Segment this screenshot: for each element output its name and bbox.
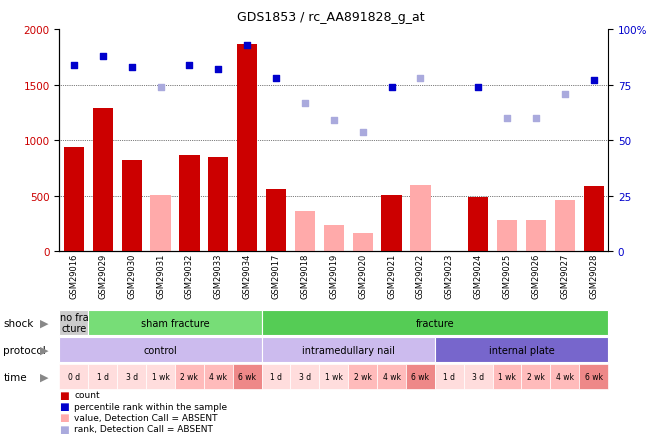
Text: ■: ■	[59, 401, 69, 411]
Text: 1 wk: 1 wk	[151, 372, 169, 381]
Bar	[266, 190, 286, 252]
Text: internal plate: internal plate	[488, 345, 555, 355]
Text: ■: ■	[59, 413, 69, 422]
Text: 6 wk: 6 wk	[411, 372, 430, 381]
Point	[386, 85, 397, 92]
Text: 4 wk: 4 wk	[556, 372, 574, 381]
Text: control: control	[143, 345, 177, 355]
Bar	[151, 195, 171, 252]
Bar	[324, 225, 344, 252]
Text: sham fracture: sham fracture	[141, 318, 210, 328]
Text: 1 wk: 1 wk	[498, 372, 516, 381]
Text: 2 wk: 2 wk	[527, 372, 545, 381]
Text: 6 wk: 6 wk	[238, 372, 256, 381]
Bar	[555, 201, 575, 252]
Text: count: count	[74, 391, 100, 399]
Text: no fra
cture: no fra cture	[59, 312, 88, 334]
Point	[588, 78, 599, 85]
Text: rank, Detection Call = ABSENT: rank, Detection Call = ABSENT	[74, 424, 213, 433]
Point	[213, 67, 223, 74]
Bar	[468, 197, 488, 252]
Bar	[381, 195, 402, 252]
Text: 3 d: 3 d	[299, 372, 311, 381]
Point	[155, 85, 166, 92]
Bar	[497, 221, 517, 252]
Bar	[526, 221, 546, 252]
Point	[69, 62, 79, 69]
Bar	[352, 233, 373, 252]
Text: 1 wk: 1 wk	[325, 372, 343, 381]
Bar	[122, 161, 141, 252]
Bar	[93, 109, 113, 252]
Text: 1 d: 1 d	[97, 372, 109, 381]
Point	[271, 76, 282, 82]
Text: 1 d: 1 d	[270, 372, 282, 381]
Point	[98, 53, 108, 60]
Text: ▶: ▶	[40, 318, 48, 328]
Bar	[208, 158, 229, 252]
Text: protocol: protocol	[3, 345, 46, 355]
Point	[358, 129, 368, 136]
Point	[242, 43, 253, 49]
Text: 1 d: 1 d	[444, 372, 455, 381]
Text: 4 wk: 4 wk	[210, 372, 227, 381]
Text: fracture: fracture	[416, 318, 454, 328]
Point	[531, 115, 541, 122]
Text: ▶: ▶	[40, 372, 48, 381]
Text: GDS1853 / rc_AA891828_g_at: GDS1853 / rc_AA891828_g_at	[237, 11, 424, 24]
Point	[184, 62, 195, 69]
Text: time: time	[3, 372, 27, 381]
Text: 2 wk: 2 wk	[354, 372, 371, 381]
Point	[329, 118, 339, 125]
Bar	[237, 45, 257, 252]
Point	[126, 65, 137, 72]
Bar	[410, 185, 430, 252]
Bar	[295, 212, 315, 252]
Text: 3 d: 3 d	[126, 372, 137, 381]
Text: percentile rank within the sample: percentile rank within the sample	[74, 402, 227, 411]
Text: 3 d: 3 d	[472, 372, 485, 381]
Text: ■: ■	[59, 424, 69, 434]
Point	[559, 91, 570, 98]
Point	[473, 85, 483, 92]
Text: 2 wk: 2 wk	[180, 372, 198, 381]
Text: ■: ■	[59, 390, 69, 400]
Text: intramedullary nail: intramedullary nail	[302, 345, 395, 355]
Text: 6 wk: 6 wk	[585, 372, 603, 381]
Point	[502, 115, 512, 122]
Bar	[179, 155, 200, 252]
Point	[415, 76, 426, 82]
Bar	[584, 187, 603, 252]
Text: shock: shock	[3, 318, 34, 328]
Text: ▶: ▶	[40, 345, 48, 355]
Point	[299, 100, 310, 107]
Text: 0 d: 0 d	[68, 372, 80, 381]
Text: value, Detection Call = ABSENT: value, Detection Call = ABSENT	[74, 413, 217, 422]
Text: 4 wk: 4 wk	[383, 372, 401, 381]
Bar	[64, 148, 84, 252]
